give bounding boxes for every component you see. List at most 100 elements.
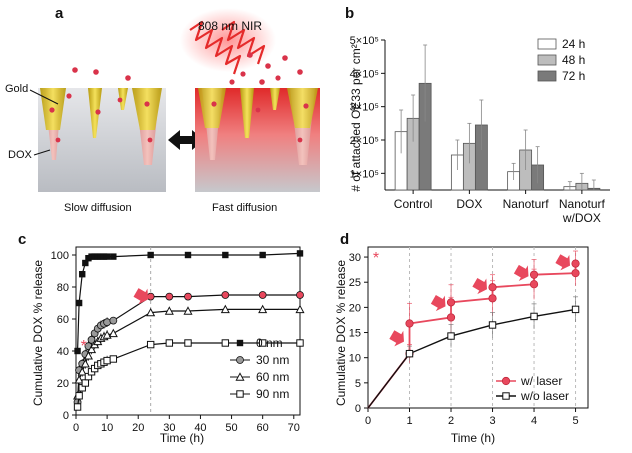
gold-label: Gold (5, 83, 28, 95)
panel-d-xtick-label: 4 (531, 415, 537, 427)
data-point (571, 259, 580, 268)
data-point (221, 339, 230, 347)
legend-label: 48 h (562, 53, 585, 67)
panel-c-xtick-label: 40 (194, 422, 206, 434)
data-point (295, 304, 305, 314)
panel-c-ytick-label: 20 (57, 378, 69, 390)
panel-b-label: b (345, 5, 354, 22)
panel-d-label: d (340, 231, 349, 248)
significance-star: * (81, 338, 87, 355)
legend-swatch (537, 70, 557, 82)
panel-b-xtick-label: DOX (456, 197, 482, 211)
data-point (488, 283, 497, 292)
panel-d-ytick-label: 15 (349, 328, 361, 340)
data-point (165, 339, 174, 347)
significance-star: * (373, 250, 379, 267)
legend-label: 24 h (562, 37, 585, 51)
slow-diffusion-caption: Slow diffusion (64, 202, 132, 214)
data-point (184, 339, 192, 347)
data-point (258, 291, 267, 299)
data-point (108, 328, 118, 338)
data-point (183, 306, 193, 315)
legend-swatch (537, 38, 557, 50)
red-arrow-icon (472, 277, 487, 295)
data-point (146, 292, 155, 301)
left-tube-4 (132, 88, 162, 165)
data-point (103, 356, 111, 365)
panel-c-frame (75, 246, 301, 416)
panel-c-xtick-label: 70 (288, 422, 300, 434)
legend-label: w/o laser (520, 389, 569, 403)
red-arrow-icon (555, 254, 571, 271)
data-point (147, 251, 154, 259)
data-point (296, 291, 304, 299)
data-point (529, 270, 539, 279)
red-arrow-icon (513, 264, 529, 281)
panel-d-ytick-label: 5 (355, 378, 361, 390)
panel-c-xtick-label: 60 (257, 422, 269, 434)
data-point (405, 349, 414, 358)
panel-c-line-chart: c Cumulative DOX % release Time (h) 0 10 2… (18, 231, 305, 445)
data-point (83, 351, 93, 360)
data-point (488, 321, 497, 329)
panel-c-ylabel: Cumulative DOX % release (31, 260, 45, 406)
panel-d-frame (367, 246, 589, 409)
data-point (109, 316, 118, 325)
right-tube-4 (287, 88, 318, 165)
panel-c-xtick-label: 20 (132, 422, 144, 434)
legend-marker (501, 376, 511, 386)
data-point (110, 253, 117, 260)
legend-label: 30 nm (256, 353, 289, 367)
panel-a: a Slow diffusion (5, 5, 320, 214)
panel-c-ytick-label: 60 (57, 314, 69, 326)
right-tube-2 (240, 88, 254, 138)
data-point (102, 330, 112, 339)
panel-d-ylabel: Cumulative DOX % release (334, 260, 348, 406)
dox-pointer (33, 149, 51, 156)
series-line (367, 308, 576, 409)
right-tube-3 (270, 88, 280, 110)
red-arrow-icon (430, 295, 446, 312)
legend-swatch (537, 54, 557, 66)
panel-d-xtick-label: 2 (448, 415, 454, 427)
right-dox-particles (211, 52, 309, 143)
panel-c-label: c (18, 231, 26, 248)
data-point (164, 306, 174, 315)
legend-marker (502, 392, 510, 400)
data-point (82, 259, 89, 267)
panel-b-bar-chart: b # of attached OE33 per cm² 1×10⁵ 2×10⁵ 3… (345, 5, 610, 225)
panel-b-xtick-label: Nanoturf (559, 197, 606, 211)
data-point (258, 304, 268, 314)
panel-d-ytick-label: 20 (349, 302, 361, 314)
legend-label: 0 nm (256, 336, 283, 350)
panel-d-line-chart: d Cumulative DOX % release Time (h) 0 1 2 3… (334, 231, 589, 445)
panel-c-ytick-label: 0 (63, 410, 69, 422)
data-point (184, 292, 192, 301)
data-point (146, 307, 156, 317)
nir-wave-icon (189, 20, 266, 75)
data-point (405, 319, 414, 328)
slow-diffusion-illustration: Slow diffusion (38, 67, 166, 214)
data-point (87, 344, 97, 354)
legend-label: 60 nm (256, 370, 289, 384)
legend-marker (235, 372, 245, 381)
data-point (74, 375, 84, 384)
panel-d-ytick-label: 0 (355, 403, 361, 415)
data-point (109, 355, 118, 363)
panel-d-ytick-label: 10 (349, 353, 361, 365)
panel-d-ytick-label: 25 (349, 277, 361, 289)
panel-c-xtick-label: 0 (73, 422, 79, 434)
data-point (77, 367, 87, 376)
panel-d-xtick-label: 5 (572, 415, 578, 427)
data-point (571, 305, 580, 314)
data-point (79, 271, 86, 278)
panel-b-ytick-label: 5×10⁵ (350, 35, 379, 47)
data-point (75, 299, 83, 307)
panel-b-ytick-label: 3×10⁵ (350, 102, 379, 114)
panel-c-ytick-label: 100 (51, 250, 69, 262)
gold-pointer (29, 89, 59, 105)
data-point (259, 251, 266, 259)
fast-diffusion-illustration: 808 nm NIR Fast diffusion (180, 8, 320, 214)
panel-d-xlabel: Time (h) (451, 431, 495, 445)
